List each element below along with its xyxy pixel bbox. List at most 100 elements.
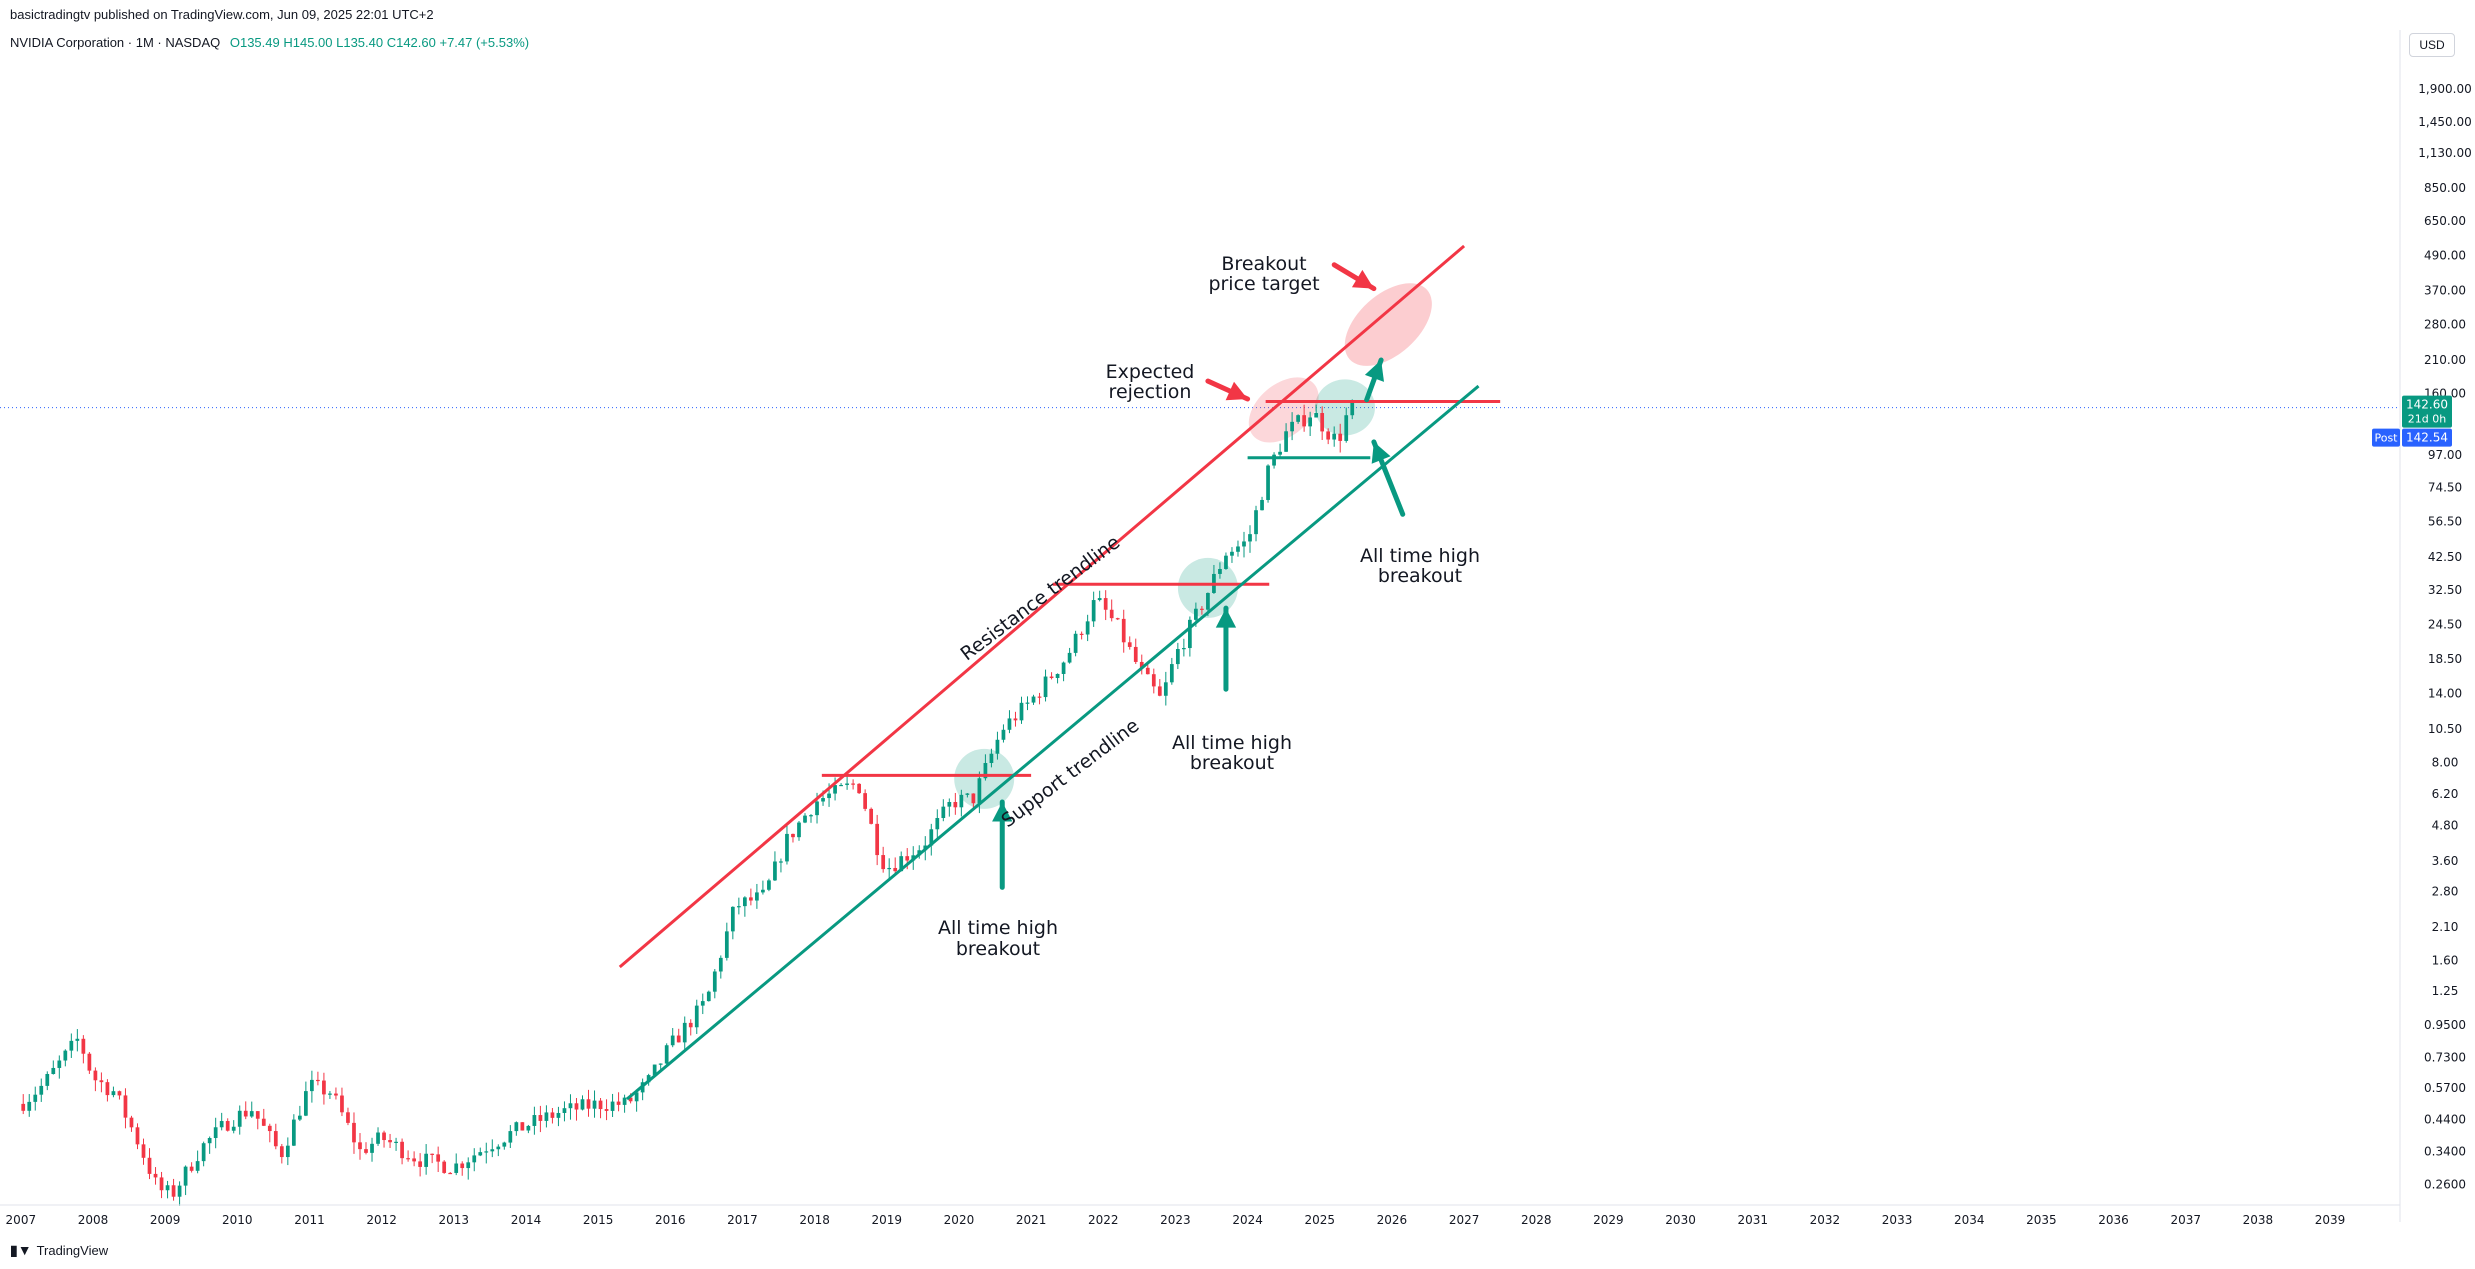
- y-tick-label: 10.50: [2428, 722, 2462, 736]
- expected-rejection-label-1: Expected: [1106, 361, 1195, 383]
- candle-body: [1290, 421, 1294, 432]
- ath-breakout-2023-label-2: breakout: [1190, 752, 1274, 774]
- candle-body: [165, 1185, 170, 1191]
- candle-body: [1308, 417, 1313, 427]
- candle-body: [1151, 674, 1156, 687]
- candle-body: [310, 1079, 314, 1092]
- candle-body: [484, 1151, 489, 1153]
- candle-body: [237, 1110, 242, 1127]
- published-by-line: basictradingtv published on TradingView.…: [10, 7, 434, 22]
- candle-body: [352, 1122, 356, 1143]
- candle-body: [1157, 686, 1162, 696]
- candle-body: [358, 1142, 362, 1150]
- candle-body: [388, 1140, 392, 1143]
- candle-body: [803, 815, 807, 823]
- y-tick-label: 0.2600: [2424, 1177, 2466, 1191]
- candle-body: [791, 833, 795, 838]
- candle-body: [1025, 702, 1030, 704]
- candle-body: [370, 1143, 374, 1153]
- candle-body: [75, 1038, 80, 1041]
- candle-body: [1163, 682, 1168, 696]
- candle-body: [213, 1127, 218, 1139]
- candle-body: [153, 1173, 158, 1178]
- candle-body: [586, 1099, 591, 1109]
- candle-body: [568, 1103, 573, 1109]
- candle-body: [1115, 618, 1120, 620]
- candle-body: [526, 1125, 531, 1131]
- x-tick-label: 2036: [2098, 1213, 2129, 1227]
- candle-body: [1019, 702, 1024, 721]
- post-price-value: 142.54: [2406, 431, 2448, 445]
- candle-body: [1133, 646, 1138, 662]
- candle-body: [610, 1101, 615, 1111]
- symbol-name[interactable]: NVIDIA Corporation · 1M · NASDAQ: [10, 35, 221, 50]
- x-tick-label: 2008: [78, 1213, 109, 1227]
- candle-body: [472, 1155, 477, 1163]
- candle-body: [111, 1091, 116, 1096]
- candle-body: [718, 957, 723, 972]
- candle-body: [1284, 431, 1288, 452]
- candle-body: [147, 1157, 152, 1174]
- y-tick-label: 4.80: [2432, 818, 2459, 832]
- candle-body: [1037, 696, 1042, 698]
- candle-body: [1007, 718, 1012, 730]
- candle-body: [291, 1119, 296, 1146]
- candle-body: [1103, 598, 1108, 610]
- candle-body: [556, 1112, 561, 1118]
- candle-body: [959, 794, 964, 808]
- ath-breakout-2025-label-1: All time high: [1360, 545, 1480, 567]
- x-tick-label: 2032: [1810, 1213, 1841, 1227]
- x-tick-label: 2038: [2243, 1213, 2274, 1227]
- candle-body: [989, 753, 994, 764]
- candle-body: [328, 1093, 332, 1095]
- x-tick-label: 2033: [1882, 1213, 1913, 1227]
- ohlc-values: O135.49 H145.00 L135.40 C142.60 +7.47 (+…: [229, 35, 530, 50]
- candle-body: [785, 833, 789, 862]
- target-highlight: [1344, 283, 1432, 366]
- candle-body: [538, 1115, 543, 1121]
- candle-body: [1302, 415, 1306, 427]
- y-tick-label: 490.00: [2424, 249, 2466, 263]
- candle-body: [478, 1152, 483, 1156]
- candle-body: [544, 1112, 549, 1121]
- ath-arrow-2020-head: [992, 802, 1013, 822]
- tradingview-brand[interactable]: ▮▼ TradingView: [10, 1242, 108, 1259]
- candle-body: [742, 897, 747, 907]
- y-tick-label: 97.00: [2428, 448, 2462, 462]
- candle-body: [965, 793, 970, 795]
- candle-body: [117, 1091, 122, 1096]
- candle-body: [520, 1122, 525, 1131]
- candle-body: [634, 1092, 639, 1102]
- candle-body: [195, 1161, 200, 1171]
- candle-body: [953, 802, 958, 808]
- current-price-badge: [2402, 395, 2452, 428]
- candle-body: [1266, 465, 1270, 500]
- y-tick-label: 1.25: [2432, 984, 2459, 998]
- y-tick-label: 0.3400: [2424, 1144, 2466, 1158]
- candle-body: [69, 1040, 74, 1051]
- candle-body: [51, 1067, 56, 1074]
- candle-body: [1314, 413, 1319, 418]
- breakout-highlight-2023: [1177, 557, 1238, 618]
- candle-body: [652, 1064, 657, 1076]
- candle-body: [1049, 676, 1054, 679]
- candle-body: [658, 1063, 663, 1065]
- x-tick-label: 2018: [799, 1213, 830, 1227]
- candle-body: [171, 1185, 176, 1197]
- x-tick-label: 2022: [1088, 1213, 1119, 1227]
- candle-body: [406, 1158, 410, 1160]
- candle-body: [682, 1022, 687, 1043]
- candle-body: [1200, 608, 1204, 610]
- currency-button[interactable]: USD: [2409, 33, 2455, 57]
- x-tick-label: 2034: [1954, 1213, 1985, 1227]
- candle-body: [1121, 618, 1126, 643]
- candle-body: [851, 783, 855, 785]
- y-tick-label: 0.4400: [2424, 1113, 2466, 1127]
- candle-body: [821, 798, 825, 802]
- y-tick-label: 18.50: [2428, 652, 2462, 666]
- candle-body: [207, 1138, 212, 1144]
- candle-body: [63, 1050, 68, 1061]
- rejection-arrow-head: [1225, 381, 1248, 401]
- candle-body: [761, 889, 765, 893]
